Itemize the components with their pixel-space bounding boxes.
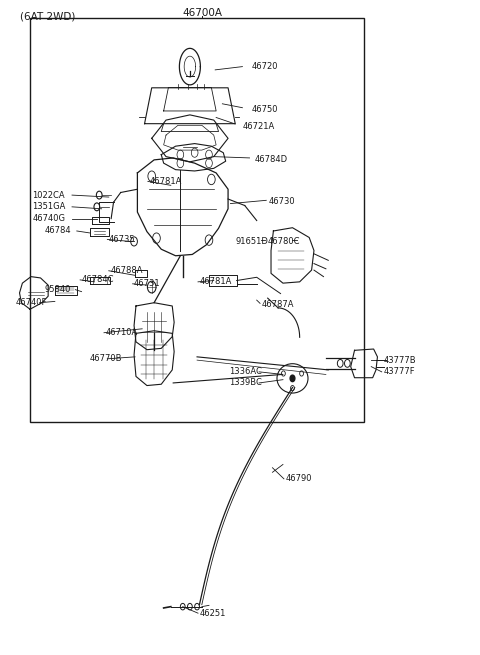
Text: 1339BC: 1339BC (229, 379, 263, 388)
Text: 46700A: 46700A (183, 8, 223, 18)
Text: 1336AC: 1336AC (229, 367, 263, 377)
Text: 46788A: 46788A (110, 266, 143, 275)
Text: 46251: 46251 (199, 608, 226, 618)
Text: 95840: 95840 (44, 285, 71, 294)
Bar (30, 18, 364, 422)
Text: 43777B: 43777B (383, 356, 416, 365)
Circle shape (290, 375, 295, 382)
Text: 46780C: 46780C (267, 237, 300, 246)
Text: 46721A: 46721A (242, 122, 275, 131)
Text: 46784D: 46784D (254, 155, 288, 164)
Text: 46750: 46750 (252, 105, 278, 113)
Text: 46784: 46784 (44, 227, 71, 235)
Text: 46735: 46735 (109, 235, 135, 244)
Text: 1022CA: 1022CA (33, 191, 65, 200)
Text: 46740G: 46740G (33, 214, 65, 223)
Text: 1351GA: 1351GA (33, 202, 66, 212)
Text: 46790: 46790 (285, 474, 312, 483)
Text: 91651D: 91651D (235, 237, 268, 246)
Text: 46781A: 46781A (199, 277, 232, 286)
Text: 43777F: 43777F (383, 367, 415, 377)
Text: 46787A: 46787A (262, 300, 294, 309)
Text: 46770B: 46770B (90, 354, 122, 364)
Text: 46720: 46720 (252, 62, 278, 71)
Text: (6AT 2WD): (6AT 2WD) (21, 11, 76, 21)
Text: 46784C: 46784C (82, 275, 114, 284)
Text: 46710A: 46710A (106, 328, 138, 337)
Text: 46731: 46731 (134, 279, 161, 288)
Text: 46740F: 46740F (16, 298, 47, 307)
Text: 46730: 46730 (269, 197, 295, 206)
Text: 46781A: 46781A (149, 177, 182, 186)
